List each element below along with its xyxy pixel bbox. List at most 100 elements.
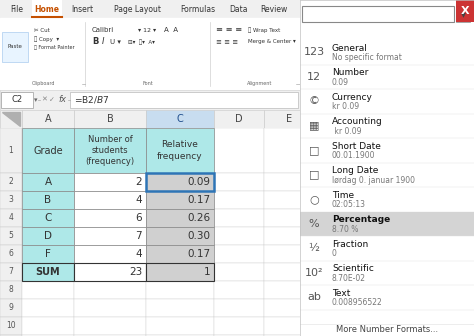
Text: ⬜ Copy  ▾: ⬜ Copy ▾ — [34, 36, 59, 42]
Text: A: A — [45, 114, 51, 124]
Text: □: □ — [309, 145, 319, 155]
Bar — [264, 110, 314, 128]
Bar — [146, 173, 214, 191]
Bar — [214, 281, 264, 299]
Bar — [22, 317, 74, 335]
Text: Currency: Currency — [332, 93, 373, 101]
Text: 4: 4 — [136, 195, 142, 205]
Bar — [70, 92, 298, 108]
Text: Insert: Insert — [72, 4, 93, 13]
Bar — [22, 245, 74, 263]
Text: Percentage: Percentage — [332, 215, 390, 224]
Bar — [74, 263, 146, 281]
Bar — [146, 245, 214, 263]
Bar — [0, 110, 22, 128]
Text: SUM: SUM — [36, 267, 60, 277]
Bar — [2, 32, 28, 62]
Text: 8.70E-02: 8.70E-02 — [332, 274, 366, 283]
Text: U ▾: U ▾ — [110, 39, 121, 45]
Text: 0.09: 0.09 — [187, 177, 210, 187]
Bar — [146, 191, 214, 209]
Text: A  A: A A — [164, 27, 178, 33]
Bar — [22, 227, 74, 245]
Bar — [0, 18, 300, 90]
Bar — [0, 299, 22, 317]
Text: fx: fx — [58, 95, 66, 104]
Text: I: I — [102, 38, 104, 46]
Bar — [146, 110, 214, 128]
Bar — [264, 128, 314, 173]
Bar — [146, 128, 214, 173]
Bar — [22, 281, 74, 299]
Text: ✂ Cut: ✂ Cut — [34, 28, 50, 33]
Text: C2: C2 — [11, 95, 23, 104]
Bar — [22, 263, 74, 281]
Text: View: View — [301, 4, 319, 13]
Text: kr 0.09: kr 0.09 — [332, 127, 362, 136]
Text: Paste: Paste — [8, 44, 22, 49]
Text: 0: 0 — [332, 249, 337, 258]
Bar — [302, 6, 454, 22]
Bar — [0, 209, 22, 227]
Text: B: B — [45, 195, 52, 205]
Bar — [146, 173, 214, 191]
Bar — [456, 0, 474, 22]
Text: ½: ½ — [309, 243, 319, 253]
Bar — [146, 191, 214, 209]
Text: B: B — [92, 38, 99, 46]
Bar — [0, 317, 22, 335]
Text: B: B — [107, 114, 113, 124]
Text: 9: 9 — [9, 303, 13, 312]
Text: Accounting: Accounting — [332, 117, 383, 126]
Text: ▾: ▾ — [461, 9, 465, 19]
Text: 0.17: 0.17 — [187, 195, 210, 205]
Text: lørdag 0. januar 1900: lørdag 0. januar 1900 — [332, 176, 415, 185]
Text: Long Date: Long Date — [332, 166, 378, 175]
Bar — [22, 263, 74, 281]
Text: Short Date: Short Date — [332, 141, 381, 151]
Bar — [300, 211, 474, 236]
Bar — [74, 110, 146, 128]
Text: Home: Home — [35, 4, 60, 13]
Text: ©: © — [309, 96, 319, 106]
Text: Relative
frequency: Relative frequency — [157, 140, 203, 161]
Bar — [214, 191, 264, 209]
Bar — [214, 299, 264, 317]
Text: Calibri: Calibri — [92, 27, 114, 33]
Bar — [264, 245, 314, 263]
Bar — [214, 128, 264, 173]
Text: 7: 7 — [9, 267, 13, 277]
Bar — [264, 317, 314, 335]
Text: E: E — [286, 114, 292, 124]
Text: Merge & Center ▾: Merge & Center ▾ — [248, 40, 296, 44]
Bar — [146, 263, 214, 281]
Text: 1: 1 — [9, 146, 13, 155]
Bar — [146, 128, 214, 173]
Bar — [146, 209, 214, 227]
Text: Scientific: Scientific — [332, 264, 374, 273]
Text: 12: 12 — [307, 72, 321, 82]
Bar — [264, 173, 314, 191]
Text: Help: Help — [331, 4, 348, 13]
Bar — [74, 245, 146, 263]
Text: Review: Review — [260, 4, 288, 13]
Bar — [146, 263, 214, 281]
Text: ab: ab — [307, 292, 321, 302]
Bar — [214, 245, 264, 263]
Text: Font: Font — [143, 82, 154, 86]
Bar — [264, 209, 314, 227]
Bar — [264, 227, 314, 245]
Text: 6: 6 — [9, 250, 13, 258]
Bar — [214, 110, 264, 128]
Text: File: File — [10, 4, 24, 13]
Text: 10²: 10² — [305, 268, 323, 278]
Text: 1: 1 — [203, 267, 210, 277]
Bar — [214, 317, 264, 335]
Bar — [22, 245, 74, 263]
Text: 0.17: 0.17 — [187, 249, 210, 259]
Text: F: F — [45, 249, 51, 259]
Bar — [22, 209, 74, 227]
Text: %: % — [309, 219, 319, 229]
Polygon shape — [2, 112, 20, 126]
Bar — [0, 245, 22, 263]
